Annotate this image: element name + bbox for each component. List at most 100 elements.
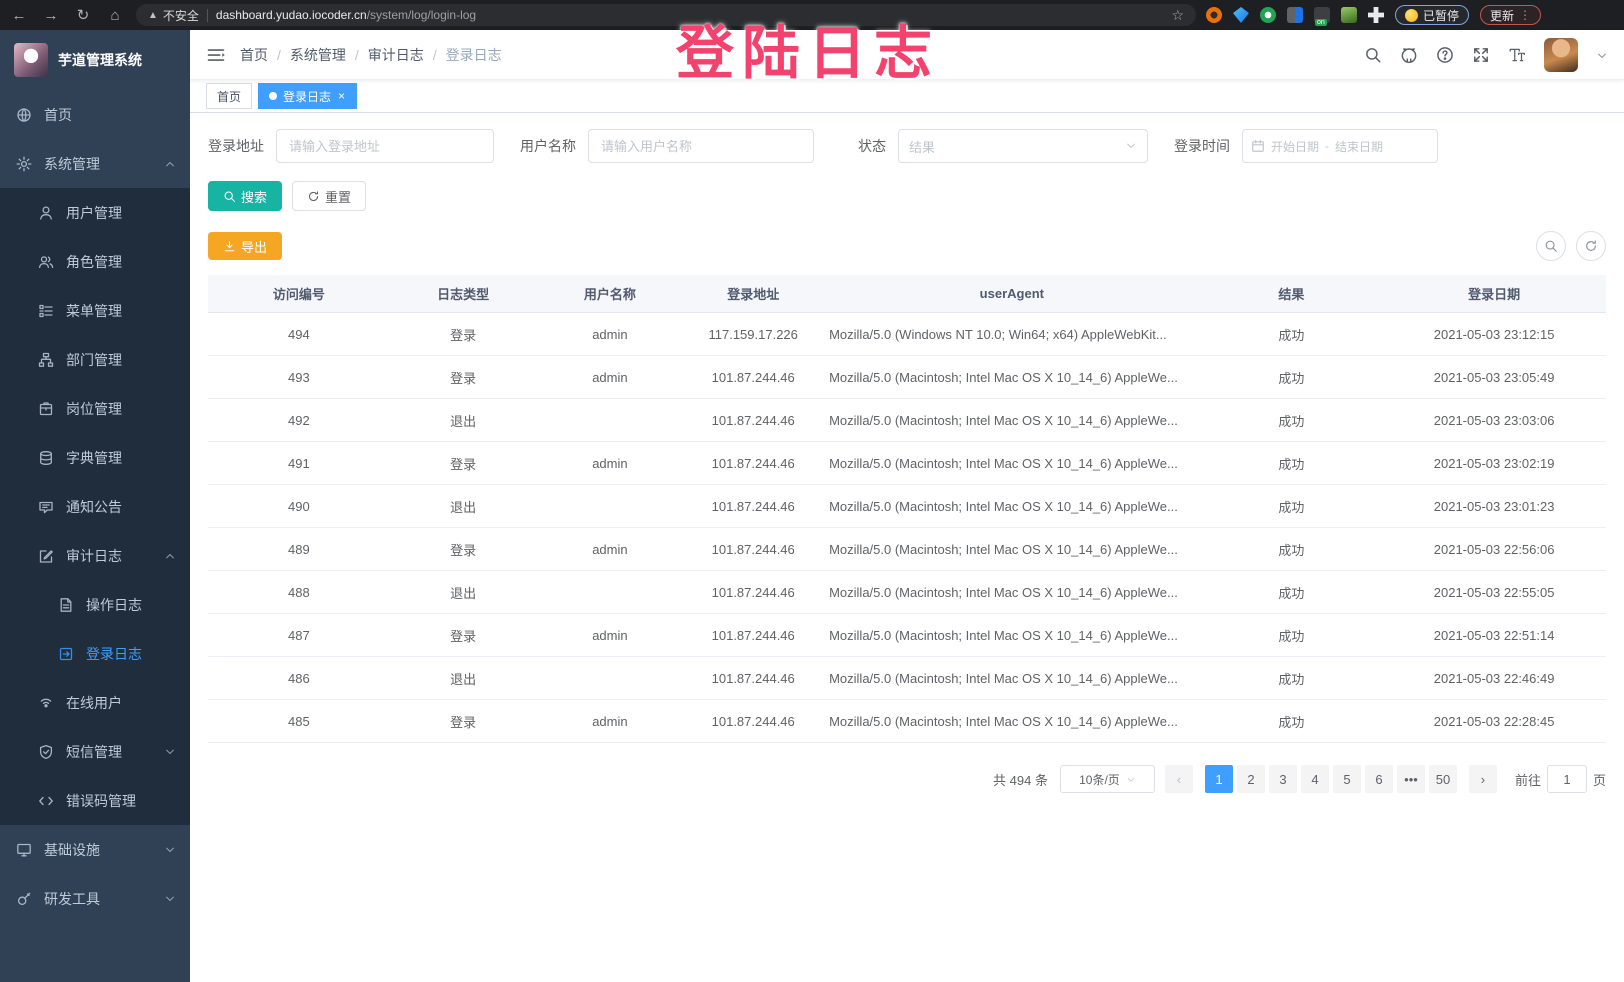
sidebar-item-book[interactable]: 字典管理 [0, 433, 190, 482]
address-bar[interactable]: ▲ 不安全 dashboard.yudao.iocoder.cn/system/… [136, 4, 1196, 26]
sidebar-item-label: 错误码管理 [66, 792, 136, 809]
sidebar-item-tools[interactable]: 研发工具 [0, 874, 190, 923]
sidebar-item-org[interactable]: 部门管理 [0, 335, 190, 384]
warning-triangle-icon: ▲ [148, 9, 158, 21]
sidebar-item-doc[interactable]: 操作日志 [0, 580, 190, 629]
sidebar-item-users[interactable]: 角色管理 [0, 237, 190, 286]
table-cell: 2021-05-03 23:03:06 [1433, 412, 1555, 428]
extension-icon[interactable] [1260, 7, 1276, 23]
table-cell: Mozilla/5.0 (Macintosh; Intel Mac OS X 1… [829, 455, 1178, 471]
page-size-select[interactable]: 10条/页 [1059, 765, 1155, 793]
page-button-50[interactable]: 50 [1428, 765, 1457, 793]
table-refresh-icon[interactable] [1576, 231, 1606, 261]
next-page-button[interactable]: › [1468, 765, 1497, 793]
kebab-menu-icon[interactable]: ⋮ [1519, 8, 1532, 22]
divider [206, 8, 208, 22]
username-input[interactable] [588, 129, 814, 163]
page-button-2[interactable]: 2 [1236, 765, 1265, 793]
tab-home[interactable]: 首页 [206, 83, 253, 109]
user-avatar[interactable] [1544, 37, 1578, 72]
sidebar-item-user[interactable]: 用户管理 [0, 188, 190, 237]
goto-page-input[interactable] [1546, 765, 1587, 793]
sidebar-item-login[interactable]: 登录日志 [0, 629, 190, 678]
sidebar-item-infra[interactable]: 基础设施 [0, 825, 190, 874]
menu-icon [38, 303, 54, 319]
help-icon[interactable] [1436, 46, 1454, 64]
table-cell: admin [592, 326, 628, 342]
bookmark-star-icon[interactable]: ☆ [1171, 6, 1184, 23]
sidebar-item-gear[interactable]: 系统管理 [0, 139, 190, 188]
prev-page-button[interactable]: ‹ [1164, 765, 1193, 793]
sidebar-item-audit[interactable]: 审计日志 [0, 531, 190, 580]
security-warning[interactable]: ▲ 不安全 [148, 8, 199, 23]
extension-icon[interactable] [1287, 7, 1303, 23]
github-icon[interactable] [1400, 46, 1418, 64]
username-label: 用户名称 [520, 138, 576, 154]
sidebar-item-badge[interactable]: 岗位管理 [0, 384, 190, 433]
browser-reload-icon[interactable]: ↻ [76, 7, 90, 24]
sidebar-item-announce[interactable]: 通知公告 [0, 482, 190, 531]
sidebar-item-dashboard[interactable]: 首页 [0, 90, 190, 139]
export-button[interactable]: 导出 [208, 232, 283, 260]
table-cell: 成功 [1278, 327, 1305, 343]
page-button-5[interactable]: 5 [1332, 765, 1361, 793]
page-button-1[interactable]: 1 [1204, 765, 1233, 793]
sidebar-item-label: 菜单管理 [66, 302, 122, 319]
browser-forward-icon[interactable]: → [43, 6, 59, 24]
table-row: 494 登录 admin 117.159.17.226 Mozilla/5.0 (Win… [208, 313, 1606, 356]
sms-icon [38, 744, 54, 760]
page-button-3[interactable]: 3 [1268, 765, 1297, 793]
search-button[interactable]: 搜索 [208, 181, 283, 211]
page-ellipsis[interactable]: ••• [1396, 765, 1425, 793]
table-cell: 488 [288, 584, 310, 600]
fullscreen-icon[interactable] [1472, 46, 1490, 64]
page-button-6[interactable]: 6 [1364, 765, 1393, 793]
sidebar-item-sms[interactable]: 短信管理 [0, 727, 190, 776]
sidebar-item-label: 短信管理 [66, 743, 122, 760]
breadcrumb-separator: / [354, 46, 359, 63]
chevron-down-icon [1125, 140, 1137, 152]
sidebar-item-menu[interactable]: 菜单管理 [0, 286, 190, 335]
table-cell: 退出 [450, 499, 477, 515]
breadcrumb-home[interactable]: 首页 [240, 46, 268, 63]
sidebar-item-label: 岗位管理 [66, 400, 122, 417]
font-size-icon[interactable] [1508, 46, 1526, 64]
extension-icon[interactable] [1341, 7, 1357, 23]
table-cell: 成功 [1278, 370, 1305, 386]
page-button-4[interactable]: 4 [1300, 765, 1329, 793]
close-tab-icon[interactable]: × [338, 89, 346, 103]
hamburger-icon[interactable] [206, 45, 226, 65]
table-row: 492 退出 101.87.244.46 Mozilla/5.0 (Macintosh… [208, 399, 1606, 442]
breadcrumb-system[interactable]: 系统管理 [289, 46, 346, 63]
sidebar-item-code[interactable]: 错误码管理 [0, 776, 190, 825]
browser-back-icon[interactable]: ← [11, 6, 27, 24]
chevron-down-icon [1126, 774, 1136, 784]
search-icon[interactable] [1364, 46, 1382, 64]
extension-icon[interactable] [1206, 7, 1222, 23]
search-toggle-icon[interactable] [1536, 231, 1566, 261]
table-cell: Mozilla/5.0 (Macintosh; Intel Mac OS X 1… [829, 627, 1178, 643]
browser-home-icon[interactable]: ⌂ [110, 6, 120, 24]
table-cell: 101.87.244.46 [711, 369, 795, 385]
extension-icon-tampermonkey[interactable] [1314, 7, 1330, 26]
caret-down-icon[interactable] [1596, 49, 1608, 61]
table-cell: 登录 [450, 370, 477, 386]
chevron-up-icon [164, 550, 176, 562]
top-navbar: 首页 / 系统管理 / 审计日志 / 登录日志 [190, 30, 1624, 80]
breadcrumb-audit[interactable]: 审计日志 [367, 46, 424, 63]
puzzle-extensions-icon[interactable] [1368, 7, 1384, 23]
paused-badge[interactable]: 已暂停 [1395, 5, 1470, 25]
browser-update-button[interactable]: 更新 ⋮ [1480, 5, 1542, 25]
filter-actions: 搜索 重置 [208, 181, 1606, 211]
date-range-picker[interactable]: 开始日期 - 结束日期 [1242, 129, 1438, 163]
dashboard-icon [16, 107, 32, 123]
status-select[interactable]: 结果 [898, 129, 1148, 163]
reset-button[interactable]: 重置 [292, 181, 367, 211]
table-toolbar: 导出 [208, 231, 1606, 261]
sidebar-item-online[interactable]: 在线用户 [0, 678, 190, 727]
extension-icon[interactable] [1233, 7, 1249, 23]
app-logo-row[interactable]: 芋道管理系统 [0, 30, 190, 90]
login-address-input[interactable] [276, 129, 494, 163]
sidebar-item-label: 操作日志 [86, 596, 142, 613]
tab-login-log[interactable]: 登录日志 × [258, 83, 358, 109]
